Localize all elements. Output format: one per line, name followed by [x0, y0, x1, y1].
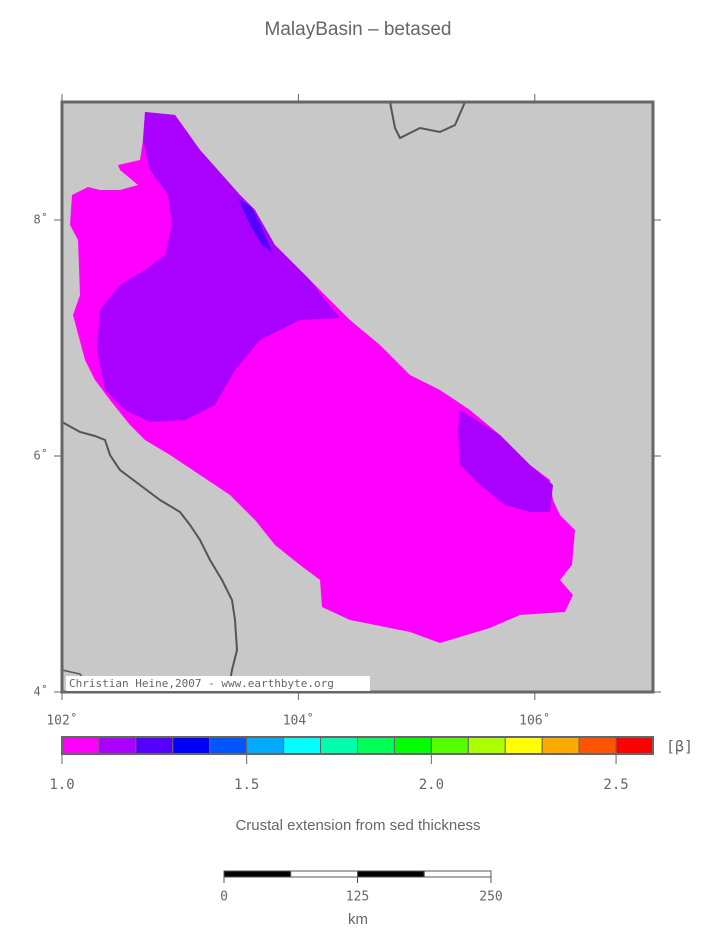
- scalebar-label: 125: [346, 890, 369, 905]
- lon-label: 106˚: [519, 713, 550, 729]
- scalebar-unit: km: [348, 911, 368, 928]
- colorbar-swatch: [320, 736, 358, 755]
- lat-label: 8˚: [34, 212, 48, 227]
- credit: Christian Heine,2007 - www.earthbyte.org: [69, 677, 334, 690]
- basin-area: [97, 112, 340, 422]
- colorbar-swatch: [541, 736, 580, 755]
- scalebar-segment: [223, 870, 292, 878]
- basin-area: [458, 410, 553, 512]
- colorbar-tick-label: 1.5: [234, 777, 259, 793]
- coastline: [389, 101, 466, 140]
- colorbar-swatch: [430, 736, 469, 755]
- scalebar-label: 250: [479, 890, 502, 905]
- lat-label: 4˚: [34, 684, 48, 699]
- colorbar-swatch: [246, 736, 285, 755]
- colorbar-caption: Crustal extension from sed thickness: [235, 817, 480, 834]
- title: MalayBasin – betased: [265, 19, 452, 40]
- colorbar-swatch: [98, 736, 137, 755]
- colorbar-swatch: [61, 736, 100, 755]
- colorbar-frame: [61, 736, 654, 755]
- colorbar-tick-label: 1.0: [49, 777, 74, 793]
- colorbar-swatch: [467, 736, 506, 755]
- lat-label: 6˚: [34, 448, 48, 463]
- colorbar-label: [β]: [666, 738, 693, 756]
- colorbar-swatch: [172, 736, 211, 755]
- colorbar-tick-label: 2.5: [603, 777, 628, 793]
- colorbar-swatch: [135, 736, 174, 755]
- colorbar-swatch: [578, 736, 617, 755]
- colorbar-swatch: [283, 736, 322, 755]
- coastline: [61, 421, 239, 693]
- lon-label: 102˚: [46, 713, 77, 729]
- scalebar-segment: [357, 870, 425, 878]
- map-frame: [60, 100, 655, 694]
- scalebar-segment: [290, 870, 358, 878]
- colorbar-swatch: [357, 736, 395, 755]
- basin-area: [238, 198, 272, 252]
- colorbar-swatch: [209, 736, 248, 755]
- lon-label: 104˚: [283, 713, 314, 729]
- scalebar-segment: [423, 870, 492, 878]
- colorbar-swatch: [615, 736, 654, 755]
- colorbar-swatch: [504, 736, 543, 755]
- credit-box: [66, 676, 370, 691]
- colorbar-swatch: [393, 736, 432, 755]
- colorbar-tick-label: 2.0: [419, 777, 444, 793]
- scalebar-label: 0: [220, 890, 228, 905]
